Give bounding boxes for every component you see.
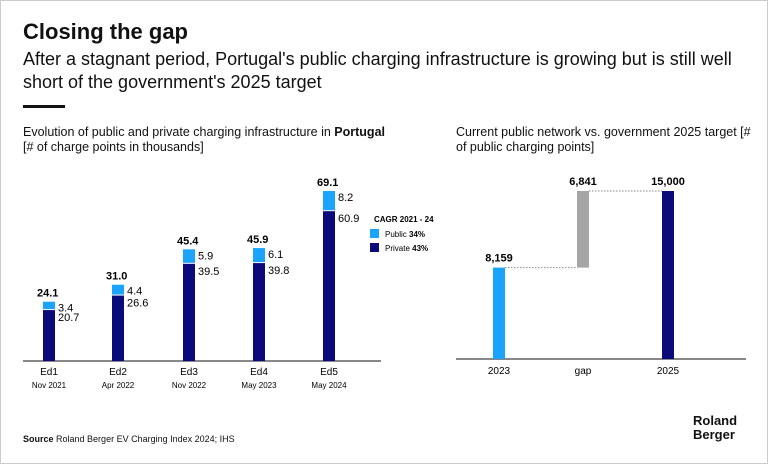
value-2025: 15,000 (651, 176, 685, 188)
tick-Ed2: Ed2 (109, 367, 127, 378)
label-private-Ed4: 39.8 (268, 265, 289, 277)
title: Closing the gap (23, 19, 188, 44)
left-chart-title: Evolution of public and private charging… (23, 125, 443, 155)
tick-date-Ed1: Nov 2021 (32, 381, 67, 390)
tick-date-Ed2: Apr 2022 (102, 381, 135, 390)
source-label: Source (23, 434, 54, 444)
label-total-Ed1: 24.1 (37, 288, 58, 300)
source-text: Roland Berger EV Charging Index 2024; IH… (56, 434, 235, 444)
left-title-country: Portugal (334, 125, 385, 139)
bar-2025 (662, 191, 674, 359)
label-private-Ed5: 60.9 (338, 213, 359, 225)
bar-public-Ed1 (43, 301, 55, 310)
label-total-Ed3: 45.4 (177, 235, 199, 247)
bar-private-Ed1 (43, 310, 55, 361)
label-total-Ed2: 31.0 (106, 271, 127, 283)
tick-Ed4: Ed4 (250, 367, 268, 378)
tick-Ed5: Ed5 (320, 367, 338, 378)
label-private-Ed1: 20.7 (58, 312, 79, 324)
label-private-Ed3: 39.5 (198, 266, 219, 278)
label-public-Ed1: 3.4 (58, 303, 73, 315)
value-gap: 6,841 (569, 176, 597, 188)
bar-2023 (493, 267, 505, 359)
bar-private-Ed4 (253, 263, 265, 361)
bar-public-Ed3 (183, 249, 195, 263)
source: Source Roland Berger EV Charging Index 2… (23, 434, 235, 444)
tick-gap: gap (575, 366, 592, 377)
tick-date-Ed5: May 2024 (311, 381, 347, 390)
bar-private-Ed3 (183, 263, 195, 361)
tick-date-Ed3: Nov 2022 (172, 381, 207, 390)
tick-Ed1: Ed1 (40, 367, 58, 378)
legend-title: CAGR 2021 - 24 (374, 215, 434, 224)
legend-public: Public 34% (385, 230, 425, 239)
label-total-Ed4: 45.9 (247, 234, 268, 246)
tick-date-Ed4: May 2023 (241, 381, 277, 390)
tick-2023: 2023 (488, 366, 511, 377)
left-title-unit: [# of charge points in thousands] (23, 140, 204, 154)
bar-public-Ed2 (112, 284, 124, 295)
bar-private-Ed2 (112, 295, 124, 361)
legend-swatch-public (370, 229, 379, 238)
bar-gap (577, 191, 589, 268)
tick-2025: 2025 (657, 366, 680, 377)
label-public-Ed2: 4.4 (127, 286, 142, 298)
label-public-Ed3: 5.9 (198, 250, 213, 262)
roland-berger-logo: Roland Berger (693, 413, 738, 442)
label-public-Ed5: 8.2 (338, 192, 353, 204)
right-chart-title: Current public network vs. government 20… (456, 125, 751, 154)
legend-private: Private 43% (385, 244, 428, 253)
bar-private-Ed5 (323, 211, 335, 361)
tick-Ed3: Ed3 (180, 367, 198, 378)
subtitle: After a stagnant period, Portugal's publ… (23, 49, 732, 92)
value-2023: 8,159 (485, 253, 513, 265)
left-title-text: Evolution of public and private charging… (23, 125, 335, 139)
divider (23, 105, 65, 108)
bar-public-Ed5 (323, 191, 335, 211)
bar-public-Ed4 (253, 248, 265, 263)
label-private-Ed2: 26.6 (127, 298, 148, 310)
label-total-Ed5: 69.1 (317, 177, 338, 189)
label-public-Ed4: 6.1 (268, 249, 283, 261)
legend-swatch-private (370, 243, 379, 252)
